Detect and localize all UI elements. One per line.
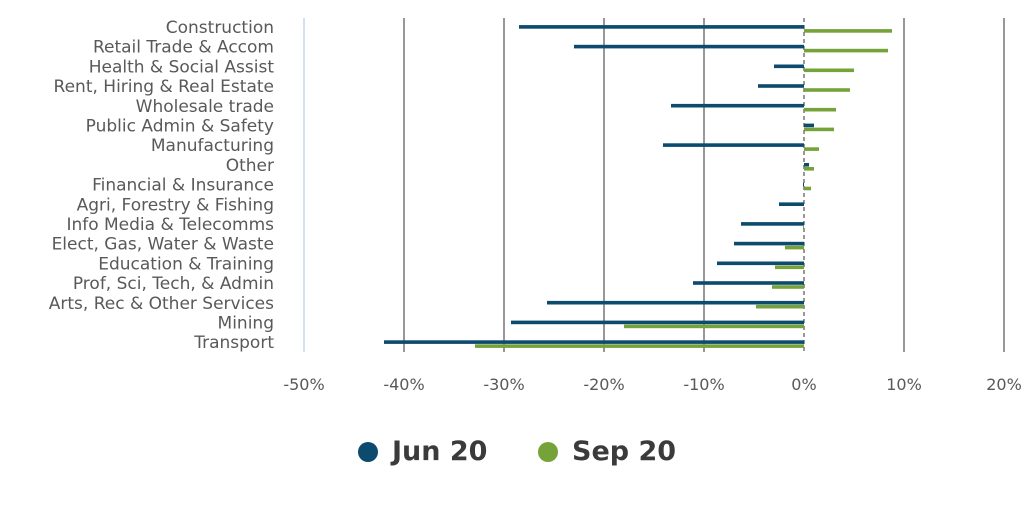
gridlines <box>303 18 1005 352</box>
category-label: Financial & Insurance <box>92 176 274 196</box>
x-tick-label: 20% <box>986 375 1022 394</box>
bar-series-2 <box>785 245 804 250</box>
bar-series-1 <box>779 202 804 206</box>
bar-series-1 <box>741 222 804 226</box>
legend-label-series-2: Sep 20 <box>572 436 677 467</box>
bar-series-2 <box>804 186 811 191</box>
bar-series-2 <box>803 226 804 230</box>
bar-series-1 <box>519 25 804 29</box>
bar-series-2 <box>475 344 804 348</box>
bar-series-1 <box>574 44 804 49</box>
bar-series-2 <box>804 68 854 73</box>
bar-series-2 <box>756 304 804 309</box>
bar-series-2 <box>804 167 814 171</box>
bar-series-2 <box>804 48 888 53</box>
bar-series-1 <box>717 261 804 266</box>
category-label: Wholesale trade <box>136 97 274 117</box>
bar-series-1 <box>804 163 809 167</box>
category-label: Retail Trade & Accom <box>93 38 274 58</box>
bar-series-1 <box>384 340 804 344</box>
legend-item-series-1: Jun 20 <box>358 436 487 467</box>
x-tick-label: -50% <box>283 375 324 394</box>
x-tick-label: 0% <box>791 375 816 394</box>
x-tick-label: -20% <box>583 375 624 394</box>
bar-series-1 <box>803 182 804 187</box>
x-tick-label: -40% <box>383 375 424 394</box>
bar-series-2 <box>804 29 892 33</box>
x-tick-labels: -50% -40% -30% -20% -10% 0% 10% 20% <box>283 375 1021 394</box>
bar-series-1 <box>671 103 804 108</box>
bar-series-2 <box>804 127 834 132</box>
legend-marker-series-1 <box>358 441 378 462</box>
category-label: Prof, Sci, Tech, & Admin <box>73 274 274 294</box>
bar-series-1 <box>758 84 804 88</box>
legend-item-series-2: Sep 20 <box>538 436 676 467</box>
bar-series-1 <box>734 241 804 246</box>
legend: Jun 20 Sep 20 <box>0 436 1024 476</box>
bar-series-2 <box>804 147 819 151</box>
category-label: Arts, Rec & Other Services <box>49 294 274 314</box>
bar-series-2 <box>624 324 804 329</box>
bar-series-2 <box>804 88 850 92</box>
category-label: Rent, Hiring & Real Estate <box>54 77 274 97</box>
legend-marker-series-2 <box>538 441 558 462</box>
category-label: Manufacturing <box>151 136 274 156</box>
x-tick-label: -30% <box>483 375 524 394</box>
bar-series-2 <box>775 265 804 270</box>
bar-series-1 <box>693 281 804 285</box>
category-label: Public Admin & Safety <box>86 117 274 137</box>
bar-series-2 <box>772 285 804 289</box>
category-label: Health & Social Assist <box>89 57 275 77</box>
bar-series-1 <box>511 320 804 325</box>
bars <box>384 25 892 348</box>
bar-series-1 <box>547 300 804 305</box>
x-tick-label: -10% <box>683 375 724 394</box>
bar-series-2 <box>804 107 836 112</box>
category-label: Construction <box>166 18 274 38</box>
x-tick-label: 10% <box>886 375 922 394</box>
category-label: Transport <box>193 333 274 353</box>
category-label: Education & Training <box>98 254 274 274</box>
category-label: Mining <box>218 314 274 334</box>
category-label: Other <box>226 156 274 176</box>
category-label: Elect, Gas, Water & Waste <box>52 235 274 255</box>
bar-series-1 <box>774 64 804 69</box>
category-label: Agri, Forestry & Fishing <box>77 195 274 215</box>
bar-series-1 <box>663 143 804 147</box>
legend-label-series-1: Jun 20 <box>392 436 488 467</box>
category-label: Info Media & Telecomms <box>66 215 274 235</box>
bar-series-1 <box>804 123 814 128</box>
